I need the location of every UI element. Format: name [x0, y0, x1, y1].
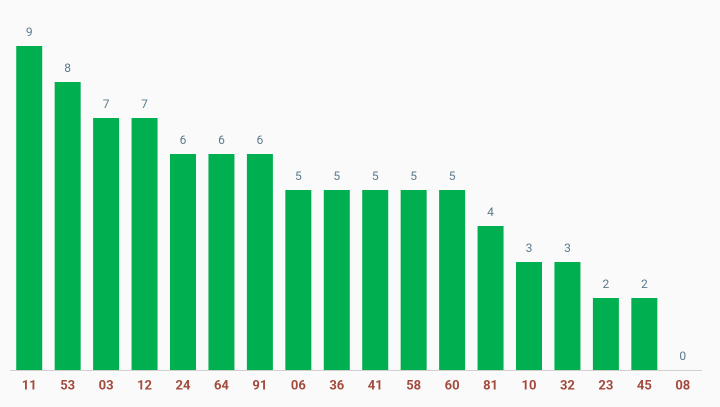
value-label: 2 [603, 277, 610, 291]
value-label: 3 [564, 241, 571, 255]
bar [516, 262, 542, 370]
x-tick-label: 32 [560, 378, 575, 393]
x-tick-label: 06 [291, 378, 306, 393]
value-label: 6 [257, 133, 264, 147]
x-tick-label: 08 [675, 378, 690, 393]
x-tick-label: 91 [252, 378, 267, 393]
x-tick-label: 60 [445, 378, 460, 393]
value-label: 6 [180, 133, 187, 147]
value-label: 5 [410, 169, 417, 183]
value-label: 5 [333, 169, 340, 183]
bar [400, 190, 427, 370]
x-tick-label: 64 [214, 378, 229, 393]
value-label: 5 [449, 169, 456, 183]
bar [93, 118, 120, 370]
bar [554, 262, 581, 370]
bar [285, 190, 312, 370]
value-label: 6 [218, 133, 225, 147]
x-tick-label: 11 [22, 378, 37, 393]
x-tick-label: 10 [522, 378, 537, 393]
value-label: 8 [64, 61, 71, 75]
value-label: 0 [679, 349, 686, 363]
bar [208, 154, 235, 370]
x-tick-label: 12 [137, 378, 152, 393]
bar [16, 46, 43, 370]
value-label: 7 [103, 97, 110, 111]
bar [362, 190, 389, 370]
x-tick-label: 53 [60, 378, 75, 393]
x-tick-label: 23 [598, 378, 613, 393]
value-label: 4 [487, 205, 494, 219]
value-label: 3 [526, 241, 533, 255]
x-tick-label: 03 [99, 378, 114, 393]
bar [54, 82, 81, 370]
x-tick-label: 41 [368, 378, 383, 393]
x-tick-label: 36 [329, 378, 344, 393]
bar [323, 190, 350, 370]
value-label: 7 [141, 97, 148, 111]
x-tick-label: 58 [406, 378, 421, 393]
x-tick-label: 81 [483, 378, 498, 393]
bar [246, 154, 273, 370]
bar [439, 190, 466, 370]
bar [170, 154, 196, 370]
value-label: 5 [372, 169, 379, 183]
bar [592, 298, 619, 370]
bar [477, 226, 504, 370]
value-label: 9 [26, 25, 33, 39]
x-tick-label: 24 [176, 378, 191, 393]
value-label: 5 [295, 169, 302, 183]
bar [631, 298, 658, 370]
x-tick-label: 45 [637, 378, 652, 393]
bar [131, 118, 158, 370]
value-label: 2 [641, 277, 648, 291]
